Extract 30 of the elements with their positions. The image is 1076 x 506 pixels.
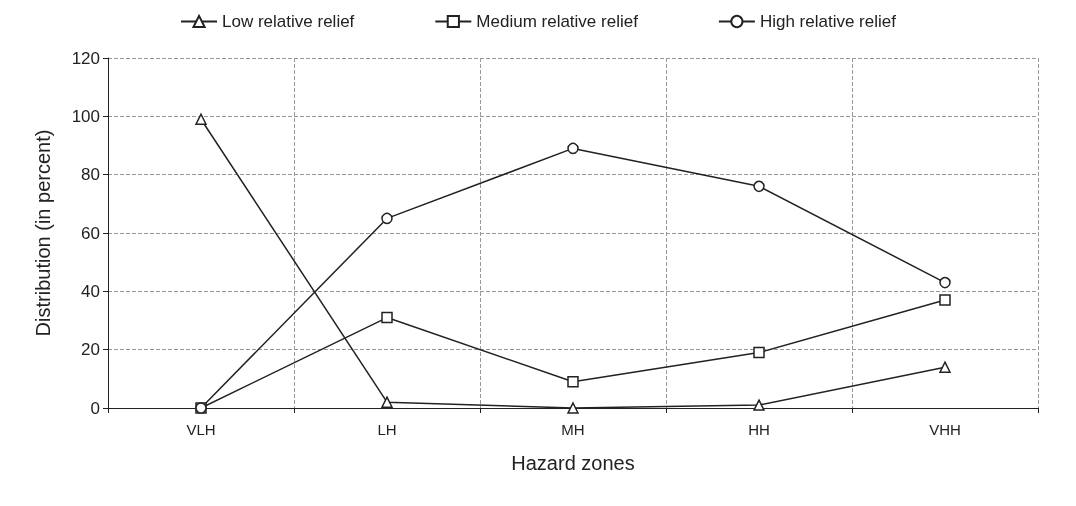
x-axis-title: Hazard zones	[511, 452, 635, 474]
y-tick-label: 20	[81, 340, 100, 360]
point	[753, 180, 765, 193]
point	[939, 361, 951, 373]
x-tick-label: VHH	[929, 421, 961, 438]
point	[753, 346, 765, 359]
point	[381, 311, 393, 324]
point	[939, 276, 951, 289]
point	[381, 396, 393, 408]
y-tick-label: 40	[81, 281, 100, 301]
point	[567, 376, 579, 388]
legend-label: Medium relative relief	[476, 12, 639, 31]
legend-label: Low relative relief	[222, 12, 355, 31]
x-tick-label: LH	[377, 421, 397, 438]
x-tick-label: VLH	[186, 421, 216, 438]
x-tick-label: MH	[561, 421, 585, 438]
point	[381, 212, 393, 225]
point	[567, 402, 579, 414]
y-axis-title: Distribution (in percent)	[32, 129, 54, 337]
y-tick-label: 80	[81, 165, 100, 185]
x-tick-label: HH	[748, 421, 770, 438]
legend-label: High relative relief	[759, 12, 897, 31]
point	[939, 294, 951, 306]
y-tick-label: 100	[71, 106, 100, 126]
y-tick-label: 120	[71, 48, 100, 68]
y-tick-label: 60	[81, 223, 100, 243]
point	[567, 142, 579, 155]
point	[195, 113, 207, 125]
y-tick-label: 0	[90, 398, 100, 418]
point	[753, 399, 765, 411]
